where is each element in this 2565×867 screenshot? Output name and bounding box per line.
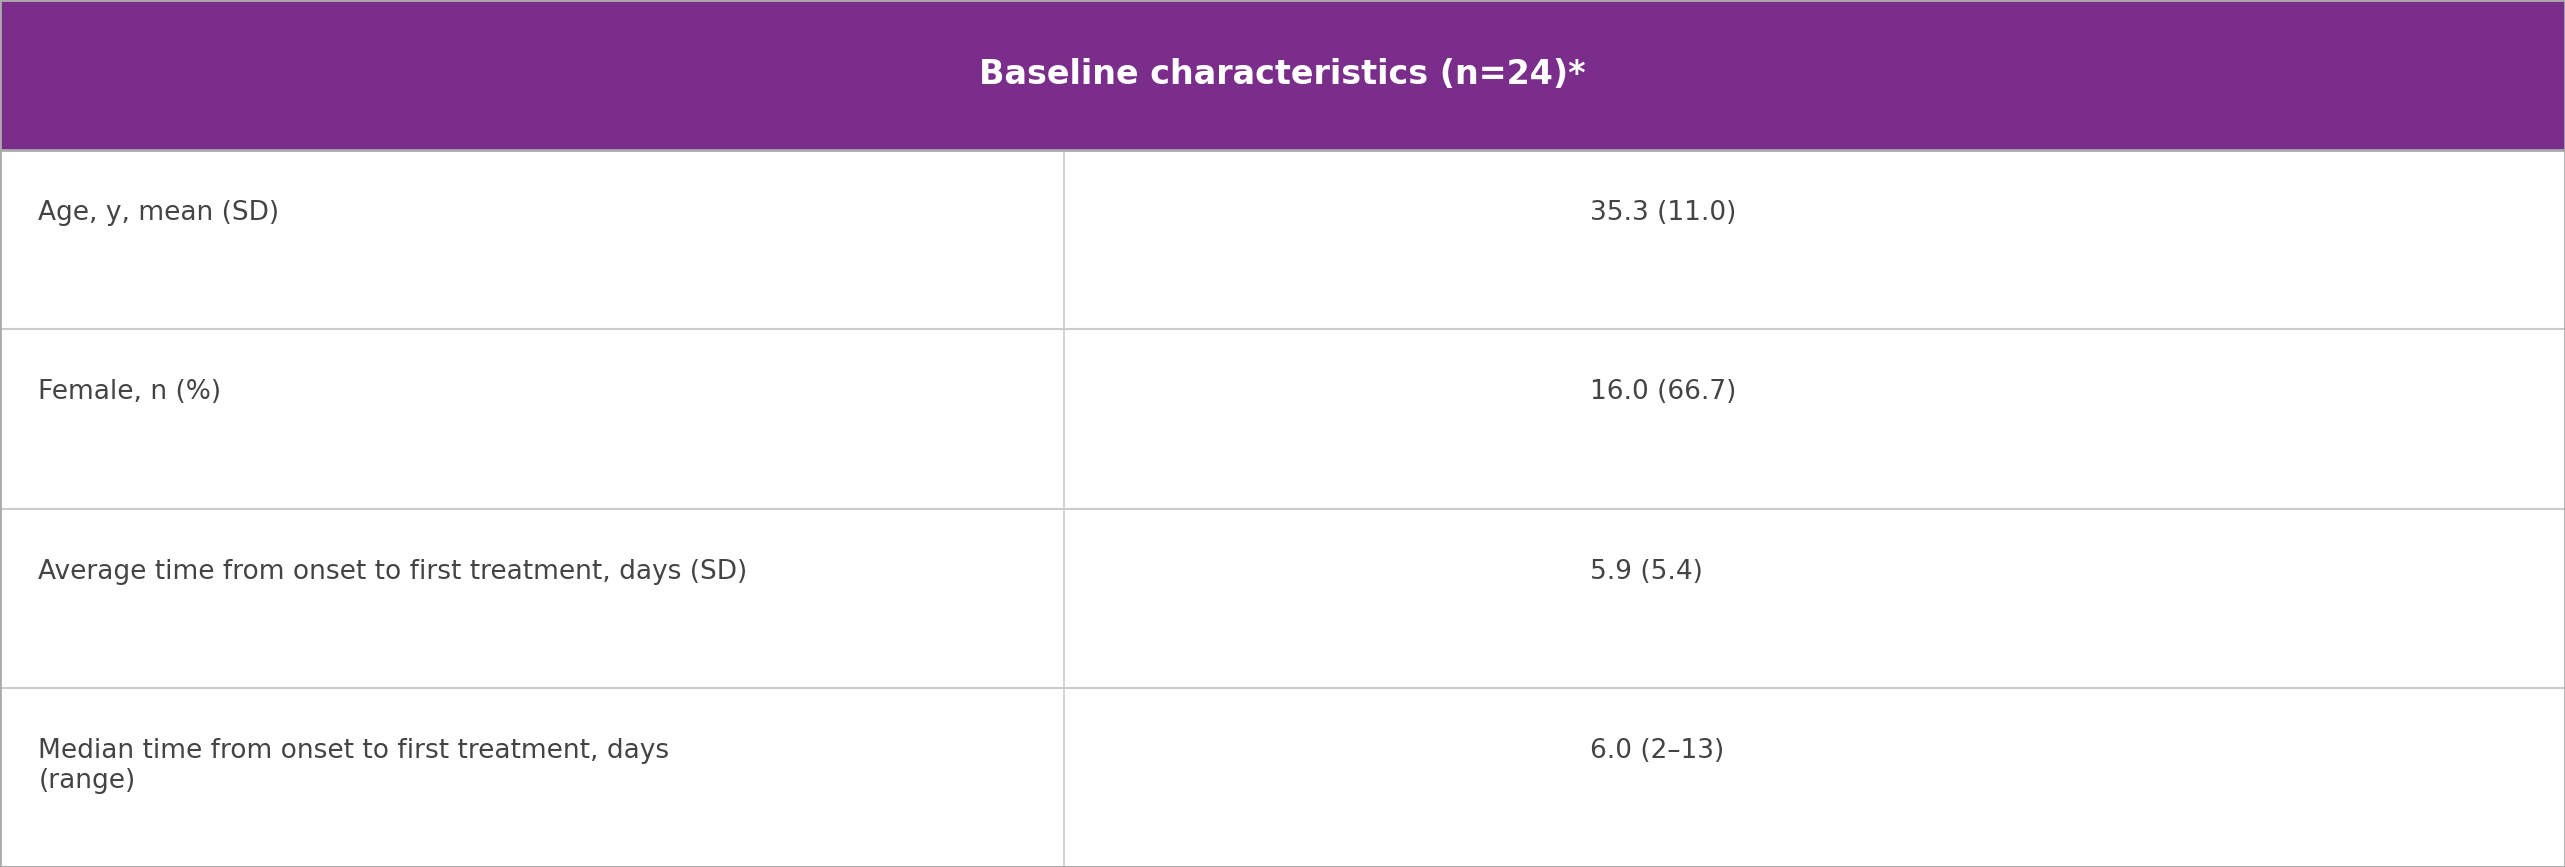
Text: Age, y, mean (SD): Age, y, mean (SD)	[38, 200, 280, 226]
Text: 35.3 (11.0): 35.3 (11.0)	[1590, 200, 1737, 226]
Text: Average time from onset to first treatment, days (SD): Average time from onset to first treatme…	[38, 558, 749, 584]
Text: Baseline characteristics (n=24)*: Baseline characteristics (n=24)*	[980, 58, 1585, 92]
Text: 16.0 (66.7): 16.0 (66.7)	[1590, 380, 1737, 406]
Text: 6.0 (2–13): 6.0 (2–13)	[1590, 738, 1724, 764]
Text: 5.9 (5.4): 5.9 (5.4)	[1590, 558, 1703, 584]
Text: Female, n (%): Female, n (%)	[38, 380, 221, 406]
Bar	[0, 0, 2565, 150]
Text: Median time from onset to first treatment, days
(range): Median time from onset to first treatmen…	[38, 738, 669, 794]
